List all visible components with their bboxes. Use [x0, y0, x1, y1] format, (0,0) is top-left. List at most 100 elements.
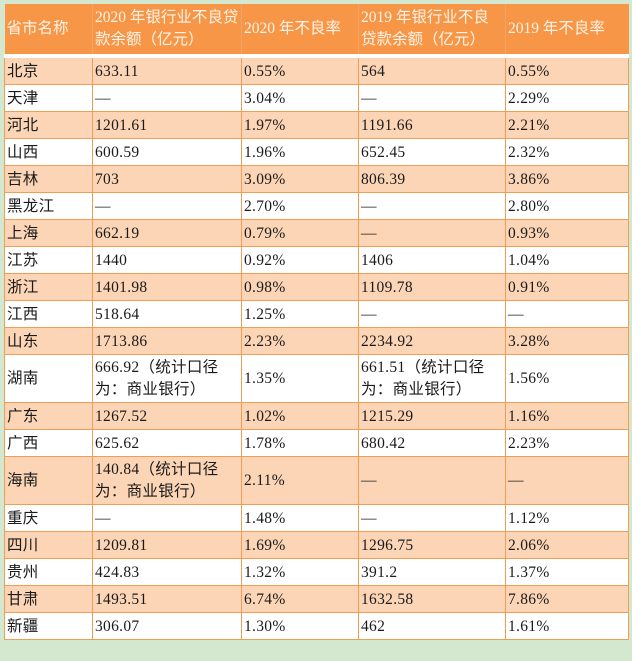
- npl-2019-cell: 652.45: [358, 138, 506, 166]
- province-cell: 浙江: [4, 273, 93, 301]
- npl-2019-cell: 1296.75: [358, 531, 506, 559]
- npl-2019-cell: 661.51（统计口径为：商业银行）: [358, 354, 506, 403]
- province-cell: 江苏: [4, 246, 93, 274]
- rate-2020-cell: 0.79%: [241, 219, 359, 247]
- rate-2020-cell: 0.92%: [241, 246, 359, 274]
- province-cell: 贵州: [4, 558, 93, 586]
- npl-2020-cell: 600.59: [92, 138, 242, 166]
- table-row: 山西 600.59 1.96% 652.45 2.32%: [4, 138, 629, 166]
- table-row: 新疆 306.07 1.30% 462 1.61%: [4, 612, 629, 640]
- rate-2019-cell: 0.55%: [505, 55, 629, 85]
- npl-table-container: 省市名称 2020 年银行业不良贷款余额（亿元） 2020 年不良率 2019 …: [4, 4, 629, 640]
- npl-2020-cell: 1267.52: [92, 402, 242, 430]
- table-row: 江苏 1440 0.92% 1406 1.04%: [4, 246, 629, 274]
- npl-2020-cell: 1209.81: [92, 531, 242, 559]
- table-row: 广东 1267.52 1.02% 1215.29 1.16%: [4, 402, 629, 430]
- npl-2020-cell: 1401.98: [92, 273, 242, 301]
- province-cell: 新疆: [4, 612, 93, 640]
- table-row: 河北 1201.61 1.97% 1191.66 2.21%: [4, 111, 629, 139]
- npl-2019-cell: —: [358, 84, 506, 112]
- province-cell: 上海: [4, 219, 93, 247]
- rate-2019-cell: 2.21%: [505, 111, 629, 139]
- npl-2020-cell: 666.92（统计口径为：商业银行）: [92, 354, 242, 403]
- rate-2020-cell: 1.97%: [241, 111, 359, 139]
- table-row: 山东 1713.86 2.23% 2234.92 3.28%: [4, 327, 629, 355]
- rate-2020-cell: 2.70%: [241, 192, 359, 220]
- rate-2019-cell: 2.32%: [505, 138, 629, 166]
- rate-2020-cell: 3.04%: [241, 84, 359, 112]
- npl-2019-cell: 680.42: [358, 429, 506, 457]
- npl-2019-cell: 1109.78: [358, 273, 506, 301]
- npl-2020-cell: 633.11: [92, 55, 242, 85]
- npl-2020-cell: 140.84（统计口径为：商业银行）: [92, 456, 242, 505]
- rate-2020-cell: 1.35%: [241, 354, 359, 403]
- npl-2019-cell: 1406: [358, 246, 506, 274]
- rate-2020-cell: 1.69%: [241, 531, 359, 559]
- rate-2020-cell: 1.30%: [241, 612, 359, 640]
- header-npl-2019: 2019 年银行业不良贷款余额（亿元）: [358, 4, 506, 58]
- province-cell: 天津: [4, 84, 93, 112]
- province-cell: 山西: [4, 138, 93, 166]
- rate-2020-cell: 2.23%: [241, 327, 359, 355]
- rate-2019-cell: 1.12%: [505, 504, 629, 532]
- rate-2019-cell: 7.86%: [505, 585, 629, 613]
- rate-2019-cell: 0.93%: [505, 219, 629, 247]
- table-row: 北京 633.11 0.55% 564 0.55%: [4, 55, 629, 85]
- npl-2020-cell: 1493.51: [92, 585, 242, 613]
- header-province: 省市名称: [4, 4, 93, 58]
- npl-2020-cell: 1713.86: [92, 327, 242, 355]
- npl-2020-cell: 1201.61: [92, 111, 242, 139]
- npl-2019-cell: —: [358, 504, 506, 532]
- province-cell: 四川: [4, 531, 93, 559]
- npl-2019-cell: 1215.29: [358, 402, 506, 430]
- npl-2019-cell: 1632.58: [358, 585, 506, 613]
- rate-2019-cell: —: [505, 456, 629, 505]
- table-row: 重庆 —1.48% —1.12%: [4, 504, 629, 532]
- province-cell: 湖南: [4, 354, 93, 403]
- npl-2020-cell: 662.19: [92, 219, 242, 247]
- table-header: 省市名称 2020 年银行业不良贷款余额（亿元） 2020 年不良率 2019 …: [4, 4, 629, 58]
- rate-2019-cell: 1.16%: [505, 402, 629, 430]
- table-row: 黑龙江 —2.70% —2.80%: [4, 192, 629, 220]
- rate-2019-cell: 2.80%: [505, 192, 629, 220]
- table-row: 江西 518.64 1.25% — —: [4, 300, 629, 328]
- province-cell: 海南: [4, 456, 93, 505]
- npl-2020-cell: —: [92, 84, 242, 112]
- npl-2019-cell: —: [358, 456, 506, 505]
- rate-2020-cell: 1.02%: [241, 402, 359, 430]
- npl-2019-cell: —: [358, 219, 506, 247]
- province-cell: 广西: [4, 429, 93, 457]
- npl-2019-cell: 391.2: [358, 558, 506, 586]
- npl-table: 省市名称 2020 年银行业不良贷款余额（亿元） 2020 年不良率 2019 …: [4, 4, 629, 640]
- rate-2020-cell: 1.78%: [241, 429, 359, 457]
- rate-2020-cell: 1.32%: [241, 558, 359, 586]
- rate-2020-cell: 6.74%: [241, 585, 359, 613]
- rate-2019-cell: —: [505, 300, 629, 328]
- table-row: 甘肃 1493.51 6.74% 1632.58 7.86%: [4, 585, 629, 613]
- province-cell: 甘肃: [4, 585, 93, 613]
- province-cell: 吉林: [4, 165, 93, 193]
- rate-2020-cell: 0.55%: [241, 55, 359, 85]
- rate-2020-cell: 3.09%: [241, 165, 359, 193]
- rate-2020-cell: 1.25%: [241, 300, 359, 328]
- province-cell: 黑龙江: [4, 192, 93, 220]
- header-rate-2019: 2019 年不良率: [505, 4, 629, 58]
- table-body: 北京 633.11 0.55% 564 0.55% 天津 —3.04% —2.29% 河北 120…: [4, 55, 629, 640]
- province-cell: 河北: [4, 111, 93, 139]
- rate-2020-cell: 1.96%: [241, 138, 359, 166]
- rate-2019-cell: 2.29%: [505, 84, 629, 112]
- rate-2019-cell: 1.61%: [505, 612, 629, 640]
- rate-2019-cell: 1.56%: [505, 354, 629, 403]
- table-row: 广西 625.62 1.78% 680.42 2.23%: [4, 429, 629, 457]
- rate-2019-cell: 2.23%: [505, 429, 629, 457]
- province-cell: 山东: [4, 327, 93, 355]
- npl-2020-cell: 424.83: [92, 558, 242, 586]
- rate-2019-cell: 1.04%: [505, 246, 629, 274]
- province-cell: 重庆: [4, 504, 93, 532]
- rate-2019-cell: 2.06%: [505, 531, 629, 559]
- table-row: 天津 —3.04% —2.29%: [4, 84, 629, 112]
- province-cell: 广东: [4, 402, 93, 430]
- npl-2020-cell: 518.64: [92, 300, 242, 328]
- npl-2020-cell: —: [92, 192, 242, 220]
- npl-2019-cell: 564: [358, 55, 506, 85]
